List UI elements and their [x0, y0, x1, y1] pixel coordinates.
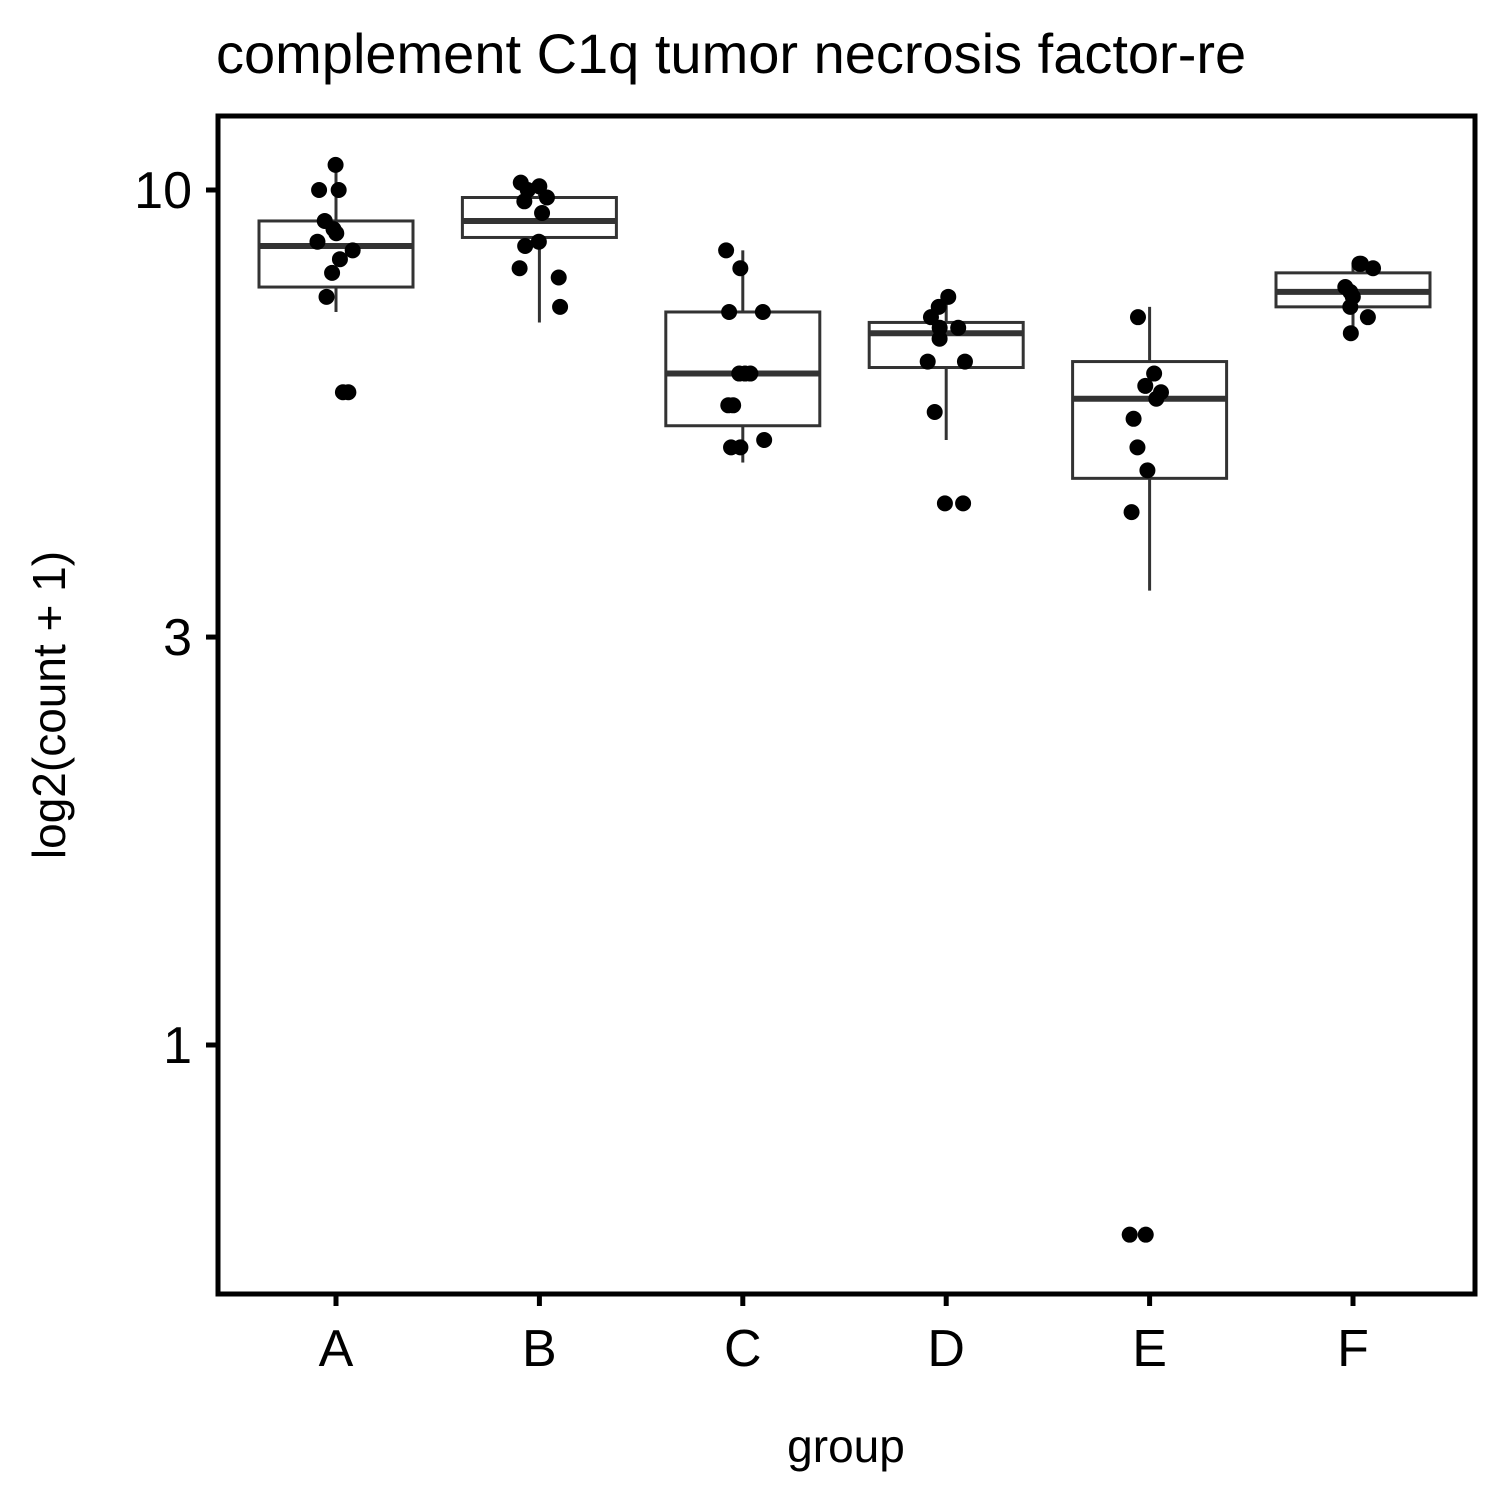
- point-c: [756, 432, 773, 449]
- point-c: [723, 439, 740, 456]
- point-a: [344, 242, 361, 259]
- point-e: [1123, 504, 1140, 521]
- box-body: [867, 320, 1025, 370]
- point-c: [718, 242, 735, 259]
- point-b: [516, 193, 533, 210]
- point-f: [1351, 255, 1368, 272]
- point-b: [550, 269, 567, 286]
- point-e: [1139, 462, 1156, 479]
- point-a: [318, 288, 335, 305]
- x-tick-label-e: E: [1132, 1320, 1167, 1378]
- x-axis-title: group: [787, 1420, 905, 1472]
- y-tick-label: 10: [134, 162, 192, 220]
- point-a: [311, 182, 328, 198]
- point-d: [931, 330, 948, 347]
- point-a: [328, 225, 345, 242]
- x-tick-label-a: A: [319, 1320, 354, 1378]
- point-a: [327, 156, 344, 173]
- chart-title: complement C1q tumor necrosis factor-re: [216, 22, 1246, 85]
- point-b: [511, 260, 528, 277]
- point-b: [552, 298, 569, 315]
- y-tick-label: 1: [163, 1017, 192, 1075]
- point-f: [1342, 298, 1359, 315]
- point-e: [1148, 390, 1165, 407]
- x-tick-label-d: D: [927, 1320, 965, 1378]
- point-b: [530, 233, 547, 250]
- point-c: [720, 397, 737, 414]
- point-e: [1137, 377, 1154, 394]
- point-e: [1137, 1226, 1154, 1243]
- x-tick-label-c: C: [724, 1320, 762, 1378]
- point-a: [334, 384, 351, 401]
- point-e: [1146, 365, 1163, 382]
- point-series: [309, 156, 1382, 1243]
- point-d: [922, 309, 939, 326]
- point-a: [324, 264, 341, 281]
- box-d: [867, 291, 1025, 441]
- point-a: [330, 182, 347, 198]
- point-f: [1359, 309, 1376, 326]
- point-d: [955, 495, 972, 512]
- point-e: [1125, 410, 1142, 427]
- plot-panel: [215, 113, 1478, 1297]
- point-a: [331, 251, 348, 268]
- x-tick-label-f: F: [1337, 1320, 1369, 1378]
- point-b: [534, 204, 551, 221]
- point-b: [538, 189, 555, 206]
- point-a: [309, 233, 326, 250]
- point-f: [1342, 325, 1359, 342]
- y-tick-label: 3: [163, 609, 192, 667]
- point-d: [940, 288, 957, 305]
- point-c: [721, 303, 738, 320]
- point-f: [1365, 260, 1382, 277]
- point-d: [936, 495, 953, 512]
- point-c: [742, 365, 759, 382]
- box-series: [257, 168, 1432, 591]
- point-e: [1129, 309, 1146, 326]
- x-tick-label-b: B: [522, 1320, 557, 1378]
- y-axis: 1 3 10: [134, 162, 218, 1075]
- point-e: [1129, 439, 1146, 456]
- point-d: [919, 353, 936, 370]
- point-b: [517, 238, 534, 255]
- point-e: [1121, 1226, 1138, 1243]
- point-c: [732, 260, 749, 277]
- point-d: [926, 403, 943, 420]
- point-d: [956, 353, 973, 370]
- y-axis-title: log2(count + 1): [23, 551, 75, 859]
- point-d: [950, 319, 967, 336]
- x-axis: A B C D E F: [319, 1294, 1369, 1378]
- point-c: [754, 303, 771, 320]
